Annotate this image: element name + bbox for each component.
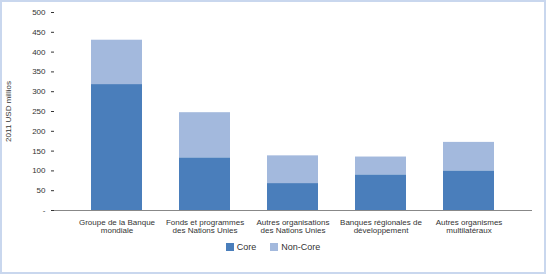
- svg-text:Autres organisationsdes Nation: Autres organisationsdes Nations Unies: [257, 218, 330, 235]
- svg-text:Autres organismesmultilatéraux: Autres organismesmultilatéraux: [436, 218, 503, 235]
- svg-text:350: 350: [32, 67, 46, 76]
- svg-text:150: 150: [32, 147, 46, 156]
- svg-text:200: 200: [32, 127, 46, 136]
- html-text:Core: Core: [236, 242, 257, 252]
- svg-text:2011 USD millios: 2011 USD millios: [4, 81, 13, 142]
- svg-text:400: 400: [32, 48, 46, 57]
- svg-text:500: 500: [32, 8, 46, 17]
- svg-text:300: 300: [32, 87, 46, 96]
- svg-text:Groupe de la Banquemondiale: Groupe de la Banquemondiale: [79, 218, 156, 235]
- html-text:Non-Core: Non-Core: [281, 242, 321, 252]
- svg-text:100: 100: [32, 166, 46, 175]
- svg-text:450: 450: [32, 28, 46, 37]
- svg-text:50: 50: [37, 186, 46, 195]
- svg-text:-: -: [43, 206, 46, 215]
- svg-text:250: 250: [32, 107, 46, 116]
- svg-text:Fonds et programmesdes Nations: Fonds et programmesdes Nations Unies: [166, 218, 244, 235]
- svg-text:Banques régionales dedéveloppe: Banques régionales dedéveloppement: [340, 218, 422, 235]
